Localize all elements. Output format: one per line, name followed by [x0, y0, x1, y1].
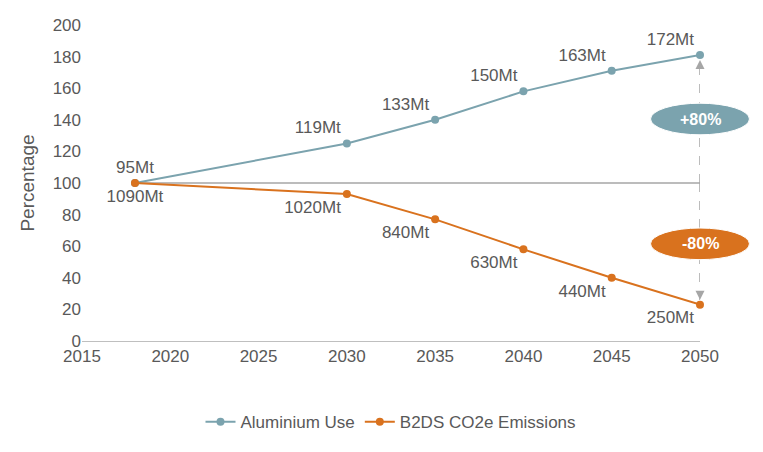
svg-text:60: 60 [62, 237, 81, 256]
svg-text:20: 20 [62, 300, 81, 319]
svg-text:2025: 2025 [240, 347, 278, 366]
svg-text:2040: 2040 [505, 347, 543, 366]
svg-text:133Mt: 133Mt [382, 95, 430, 114]
svg-text:2050: 2050 [681, 347, 719, 366]
svg-text:2015: 2015 [63, 347, 101, 366]
svg-text:2020: 2020 [151, 347, 189, 366]
svg-text:40: 40 [62, 269, 81, 288]
svg-text:120: 120 [53, 142, 81, 161]
svg-text:630Mt: 630Mt [470, 253, 518, 272]
svg-text:140: 140 [53, 111, 81, 130]
svg-text:1090Mt: 1090Mt [107, 187, 164, 206]
svg-text:Percentage: Percentage [17, 134, 38, 231]
svg-text:80: 80 [62, 206, 81, 225]
svg-text:1020Mt: 1020Mt [284, 198, 341, 217]
svg-text:+80%: +80% [680, 111, 721, 128]
svg-text:150Mt: 150Mt [470, 66, 518, 85]
svg-text:100: 100 [53, 174, 81, 193]
svg-text:250Mt: 250Mt [647, 308, 695, 327]
svg-text:2045: 2045 [593, 347, 631, 366]
svg-text:840Mt: 840Mt [382, 223, 430, 242]
svg-text:2030: 2030 [328, 347, 366, 366]
svg-text:440Mt: 440Mt [558, 282, 606, 301]
svg-text:160: 160 [53, 79, 81, 98]
svg-text:172Mt: 172Mt [647, 30, 695, 49]
svg-text:180: 180 [53, 48, 81, 67]
svg-text:163Mt: 163Mt [558, 46, 606, 65]
svg-text:119Mt: 119Mt [295, 118, 341, 137]
svg-text:B2DS CO2e Emissions: B2DS CO2e Emissions [400, 413, 576, 432]
svg-text:0: 0 [72, 332, 81, 351]
svg-text:-80%: -80% [682, 235, 719, 252]
svg-text:Aluminium Use: Aluminium Use [241, 413, 355, 432]
svg-text:2035: 2035 [416, 347, 454, 366]
svg-text:200: 200 [53, 16, 81, 35]
svg-text:95Mt: 95Mt [116, 158, 154, 177]
